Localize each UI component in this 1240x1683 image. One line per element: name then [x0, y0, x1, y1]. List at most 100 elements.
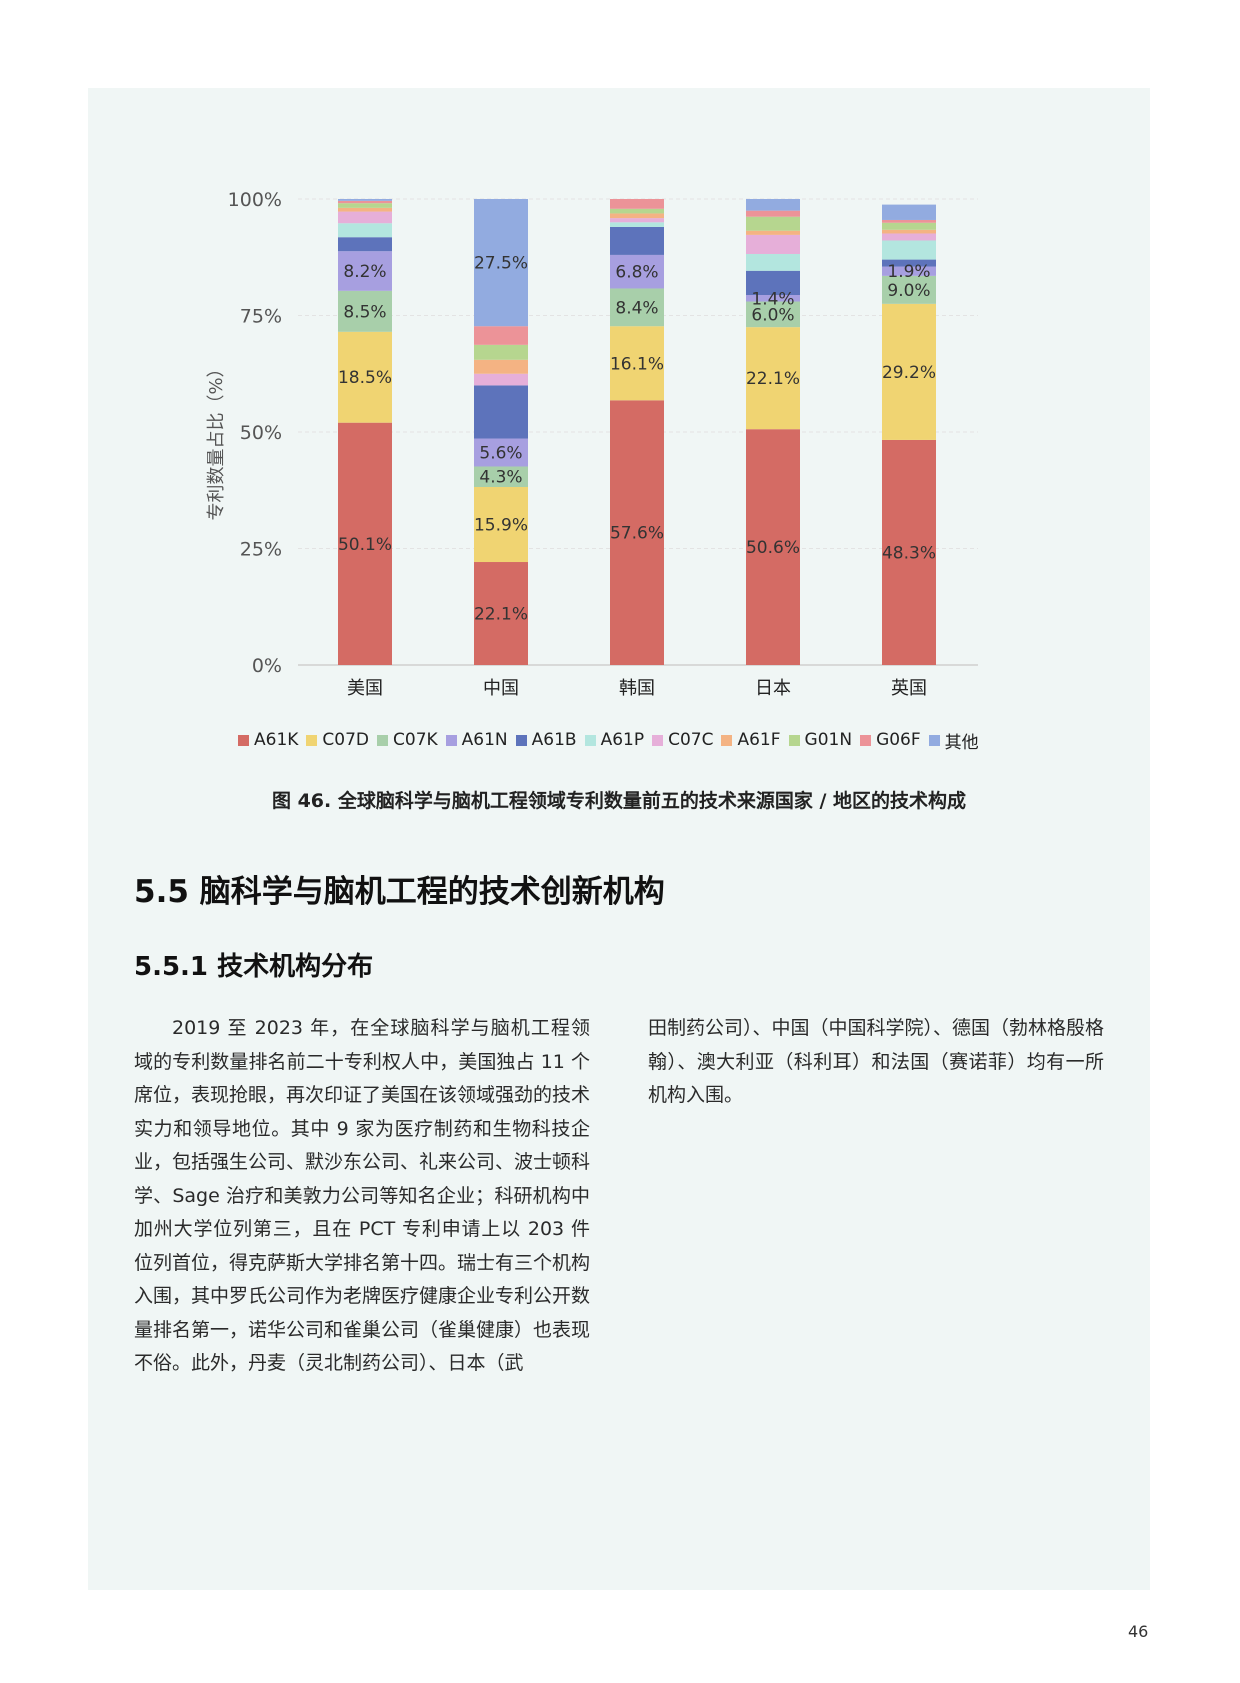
section-heading: 5.5 脑科学与脑机工程的技术创新机构	[134, 874, 665, 910]
y-tick-label: 75%	[240, 306, 282, 328]
category-label: 美国	[347, 678, 383, 699]
legend-item: C07K	[377, 726, 438, 754]
data-label: 15.9%	[474, 516, 528, 536]
legend-swatch	[860, 734, 872, 746]
bar-segment-C07K	[610, 288, 664, 327]
bar-segment-G01N	[746, 216, 800, 231]
category-label: 韩国	[619, 678, 655, 699]
legend-item: A61B	[515, 726, 577, 754]
bar-segment-G01N	[610, 208, 664, 214]
bar-segment-C07D	[746, 327, 800, 430]
bar-segment-G01N	[338, 203, 392, 208]
bar-segment-C07D	[338, 331, 392, 423]
legend-label: G01N	[804, 730, 853, 750]
bar-segment-A61B	[474, 385, 528, 439]
legend-swatch	[238, 734, 249, 746]
bar-segment-C07D	[610, 326, 664, 401]
data-labels: 50.1% 18.5% 8.5% 8.2% 22.1% 15.9% 4.3% 5.6% 27.5…	[338, 254, 936, 625]
legend-item: G01N	[788, 726, 853, 754]
y-tick-label: 50%	[240, 422, 282, 444]
chart-legend: A61K C07D C07K A61N A61B A61P C07C A61F G01N G06F…	[238, 726, 1038, 754]
legend-label: A61B	[531, 730, 577, 750]
data-label: 18.5%	[338, 368, 392, 388]
bar-segment-A61F	[746, 230, 800, 235]
bar-segment-C07C	[746, 234, 800, 254]
legend-swatch	[721, 734, 733, 746]
bar-segment-G06F	[882, 219, 936, 223]
bar-segment-G06F	[338, 200, 392, 204]
category-label: 日本	[755, 678, 791, 699]
stacked-bar-chart: 0% 25% 50% 75% 100% 50.1% 18.5% 8.5% 8.2% 22.1% 1…	[206, 189, 978, 699]
bar-segment-C07K	[474, 466, 528, 487]
bar-segment-C07C	[338, 211, 392, 224]
bar-segment-C07D	[474, 486, 528, 563]
data-label: 8.5%	[343, 302, 386, 322]
legend-label: C07C	[668, 730, 714, 750]
legend-label: C07K	[393, 730, 438, 750]
bar-segment-A61P	[746, 253, 800, 271]
legend-label: A61N	[461, 730, 508, 750]
bar-segment-G01N	[882, 222, 936, 230]
bar-segment-C07C	[474, 373, 528, 386]
data-label: 50.6%	[746, 538, 800, 558]
body-paragraph-left: 2019 至 2023 年，在全球脑科学与脑机工程领域的专利数量排名前二十专利权…	[134, 1017, 591, 1374]
data-label: 57.6%	[610, 524, 664, 544]
legend-item: G06F	[860, 726, 921, 754]
legend-swatch	[515, 734, 527, 746]
data-label: 8.4%	[615, 298, 658, 318]
bar-segment-A61P	[610, 222, 664, 227]
legend-label: C07D	[322, 730, 370, 750]
legend-label: 其他	[944, 732, 979, 753]
bar-segment-A61K	[746, 429, 800, 665]
bar-segment-G06F	[474, 326, 528, 345]
bar-segment-G06F	[746, 210, 800, 217]
legend-item: A61K	[238, 726, 298, 754]
y-axis-label: 专利数量占比（%）	[206, 359, 227, 520]
bar-segment-A61N	[746, 294, 800, 302]
legend-item: A61N	[445, 726, 508, 754]
y-tick-label: 25%	[240, 539, 282, 561]
bar-segment-C07K	[338, 290, 392, 332]
page-number: 46	[1128, 1622, 1149, 1641]
bar-segment-A61N	[474, 438, 528, 467]
bar-segment-A61K	[882, 439, 936, 665]
bar-segment-G06F	[610, 199, 664, 209]
data-label: 50.1%	[338, 535, 392, 555]
data-label: 27.5%	[474, 254, 528, 274]
bar-segment-A61B	[610, 226, 664, 255]
bar-segment-A61N	[610, 254, 664, 289]
y-tick-label: 100%	[228, 189, 282, 211]
bar-segment-A61F	[338, 207, 392, 212]
bar-segment-A61P	[882, 240, 936, 260]
bar-segment-A61N	[882, 266, 936, 276]
data-label: 8.2%	[343, 262, 386, 282]
bar-segment-C07K	[746, 301, 800, 328]
bar-segment-其他	[338, 199, 392, 201]
bar-segment-C07C	[882, 233, 936, 241]
bar-segment-其他	[882, 204, 936, 220]
bar-segment-A61B	[338, 237, 392, 252]
bar-segment-G01N	[474, 344, 528, 360]
data-label: 1.4%	[751, 289, 794, 309]
bars	[338, 199, 936, 665]
legend-item: A61F	[721, 726, 781, 754]
subsection-heading: 5.5.1 技术机构分布	[134, 952, 374, 982]
bar-segment-C07D	[882, 303, 936, 440]
bar-segment-A61B	[746, 270, 800, 295]
category-label: 中国	[483, 678, 519, 699]
bar-segment-A61F	[474, 359, 528, 374]
y-tick-label: 0%	[252, 655, 282, 677]
legend-swatch	[584, 734, 596, 746]
bar-segment-C07C	[610, 218, 664, 223]
legend-item: C07C	[652, 726, 713, 754]
data-label: 29.2%	[882, 363, 936, 383]
legend-swatch	[445, 734, 457, 746]
bar-segment-A61B	[882, 259, 936, 267]
data-label: 22.1%	[746, 369, 800, 389]
bar-segment-A61F	[610, 213, 664, 219]
category-label: 英国	[891, 678, 927, 699]
bar-segment-A61P	[338, 223, 392, 238]
legend-label: G06F	[876, 730, 921, 750]
data-label: 22.1%	[474, 605, 528, 625]
data-label: 5.6%	[479, 444, 522, 464]
